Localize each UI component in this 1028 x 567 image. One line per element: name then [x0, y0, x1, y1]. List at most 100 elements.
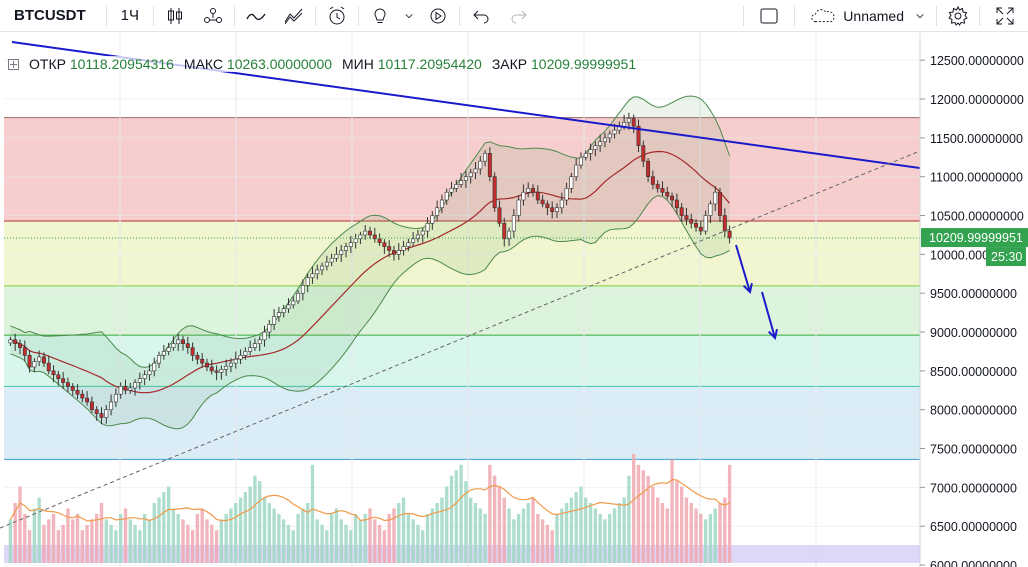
volume-bar: [684, 497, 689, 563]
undo-icon[interactable]: [462, 0, 500, 32]
candle-body: [559, 199, 564, 209]
expand-icon[interactable]: [982, 0, 1028, 32]
candle-body: [214, 370, 219, 373]
ideas-icon[interactable]: [361, 0, 399, 32]
candle-body: [142, 374, 147, 379]
volume-bar: [234, 503, 238, 563]
candle-body: [281, 308, 286, 313]
volume-bar: [368, 508, 372, 563]
volume-bar: [421, 530, 425, 563]
candle-body: [22, 347, 27, 356]
volume-bar: [301, 508, 305, 563]
volume-bar: [401, 497, 406, 563]
fib-retracement-zones: [4, 117, 920, 460]
redo-icon[interactable]: [500, 0, 538, 32]
volume-bar: [95, 513, 99, 563]
price-chart[interactable]: 12500.00000000 12000.00000000 11500.000000…: [0, 33, 1028, 567]
volume-bar: [66, 508, 70, 563]
volume-bar: [147, 519, 152, 563]
price-axis[interactable]: 12500.00000000 12000.00000000 11500.000000…: [919, 33, 1028, 567]
toolbar-divider: [358, 5, 360, 26]
chevron-down-icon[interactable]: [399, 0, 419, 32]
volume-bar: [219, 519, 224, 563]
candle-body: [363, 230, 368, 236]
candle-body: [94, 409, 99, 414]
volume-bar: [483, 513, 487, 563]
candle-body: [89, 401, 94, 411]
volume-bar: [502, 497, 506, 563]
interval-button[interactable]: 1Ч: [120, 7, 140, 24]
volume-bar: [181, 519, 185, 563]
candle-body: [85, 397, 90, 403]
candle-body: [555, 207, 559, 212]
volume-bar: [679, 486, 684, 563]
volume-bar: [138, 530, 142, 563]
candle-body: [65, 382, 70, 387]
replay-icon[interactable]: [419, 0, 457, 32]
volume-bar: [200, 508, 204, 563]
candle-body: [99, 413, 104, 418]
volume-bar: [703, 519, 708, 563]
toolbar-divider: [105, 5, 107, 26]
indicators-icon[interactable]: [237, 0, 275, 32]
volume-bar: [71, 519, 75, 563]
fullscreen-box-icon[interactable]: [746, 0, 792, 32]
candle-body: [195, 355, 200, 360]
candle-body: [598, 141, 603, 146]
volume-bar: [23, 513, 27, 563]
gear-icon[interactable]: [939, 0, 977, 32]
volume-bar: [727, 464, 732, 563]
candle-body: [185, 343, 190, 348]
volume-bar: [473, 503, 478, 563]
dashed-support-line: [0, 150, 921, 529]
volume-bar: [536, 513, 540, 563]
candle-body: [320, 265, 325, 271]
bollinger-fill: [10, 96, 730, 429]
candle-body: [228, 362, 233, 367]
candle-body: [339, 250, 344, 255]
candle-body: [612, 129, 617, 135]
volume-bar: [210, 524, 214, 563]
volume-bar: [636, 464, 641, 563]
volume-bar: [373, 519, 377, 563]
volume-bar: [449, 475, 454, 563]
candle-body: [698, 226, 703, 232]
templates-icon[interactable]: [275, 0, 313, 32]
volume-bar: [166, 486, 171, 563]
candle-body: [248, 347, 253, 352]
volume-bar: [588, 503, 593, 563]
candle-body: [622, 122, 627, 127]
candle-body: [713, 191, 718, 205]
volume-bar: [310, 464, 315, 563]
volume-bar: [334, 508, 339, 563]
volume-bar: [272, 508, 276, 563]
candle-body: [176, 339, 181, 344]
legend-toggle-icon[interactable]: [8, 58, 19, 70]
alert-icon[interactable]: [318, 0, 356, 32]
volume-bar: [114, 530, 118, 563]
volume-bar: [627, 475, 631, 563]
volume-bar: [349, 530, 353, 563]
candle-body: [578, 156, 583, 166]
symbol-search-button[interactable]: BTCUSDT: [14, 7, 86, 24]
volume-bar: [574, 492, 578, 563]
candle-body: [516, 199, 521, 216]
layout-selector[interactable]: Unnamed: [797, 0, 934, 32]
forecast-arrow: [761, 291, 776, 339]
volume-bar: [190, 530, 195, 563]
volume-bar: [699, 513, 703, 563]
volume-histogram: [4, 453, 920, 563]
price-tick-label: 6500.00000000: [930, 520, 1017, 534]
volume-bar: [18, 486, 22, 563]
volume-ma-line: [9, 478, 730, 522]
candles-icon[interactable]: [156, 0, 194, 32]
candle-body: [46, 362, 51, 372]
volume-bar: [339, 519, 343, 563]
volume-bar: [579, 486, 583, 563]
compare-icon[interactable]: [194, 0, 232, 32]
volume-bar: [42, 524, 46, 563]
volume-bar: [176, 513, 180, 563]
candle-body: [252, 343, 257, 348]
price-tick-label: 12000.00000000: [930, 93, 1024, 107]
low-value: 10117.20954420: [377, 56, 482, 72]
